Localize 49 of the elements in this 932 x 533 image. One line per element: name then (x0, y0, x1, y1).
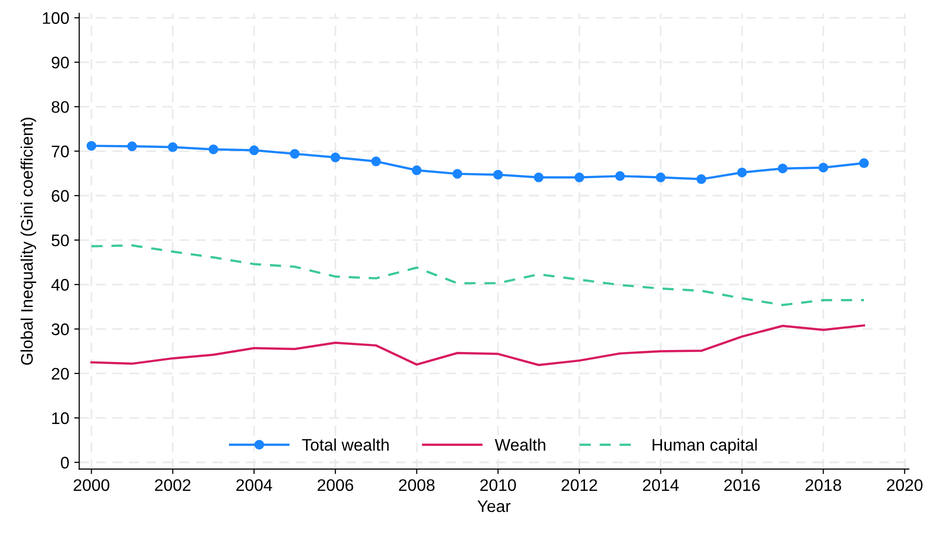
y-tick-label: 70 (52, 146, 69, 158)
point (493, 170, 503, 180)
point (86, 140, 96, 151)
y-tick-label: 0 (60, 456, 69, 469)
point (818, 162, 828, 172)
point (696, 174, 706, 184)
legend-label: Human capital (652, 438, 757, 454)
point (371, 156, 381, 166)
x-tick-label: 2016 (724, 479, 760, 492)
point (168, 142, 178, 152)
point (249, 145, 259, 156)
y-tick-label: 30 (52, 323, 69, 336)
point (330, 152, 340, 162)
point (452, 168, 462, 179)
y-tick-label: 80 (52, 101, 69, 113)
y-axis-title: Global Inequality (Gini coefficient) (20, 118, 36, 365)
y-tick-label: 40 (51, 278, 69, 291)
x-tick-label: 2004 (236, 479, 272, 492)
point (778, 164, 788, 174)
point (127, 141, 137, 152)
line-series (90, 324, 866, 366)
point (534, 172, 544, 182)
y-tick-label: 60 (52, 190, 69, 202)
point (412, 165, 422, 176)
x-tick-label: 2012 (562, 479, 598, 492)
point (290, 148, 300, 159)
x-tick-label: 2020 (886, 479, 923, 492)
point (859, 158, 869, 168)
legend-label: Wealth (494, 438, 546, 451)
y-tick-label: 100 (42, 12, 69, 24)
x-tick-label: 2014 (642, 479, 679, 492)
point (208, 144, 218, 154)
point (574, 172, 584, 182)
x-tick-label: 2006 (318, 479, 354, 492)
point (615, 171, 625, 181)
y-tick-label: 10 (52, 412, 69, 424)
x-tick-label: 2010 (480, 479, 516, 492)
point (737, 168, 747, 178)
x-tick-label: 2018 (806, 479, 842, 492)
y-tick-label: 20 (52, 368, 69, 380)
x-tick-label: 2008 (399, 479, 435, 492)
legend-label: Total wealth (302, 438, 389, 451)
x-axis-title: Year (477, 500, 511, 512)
x-tick-label: 2000 (74, 479, 110, 492)
point (656, 172, 666, 182)
y-tick-label: 90 (52, 56, 69, 68)
line-series (90, 244, 866, 306)
y-tick-label: 50 (52, 234, 69, 246)
x-tick-label: 2002 (155, 479, 190, 492)
